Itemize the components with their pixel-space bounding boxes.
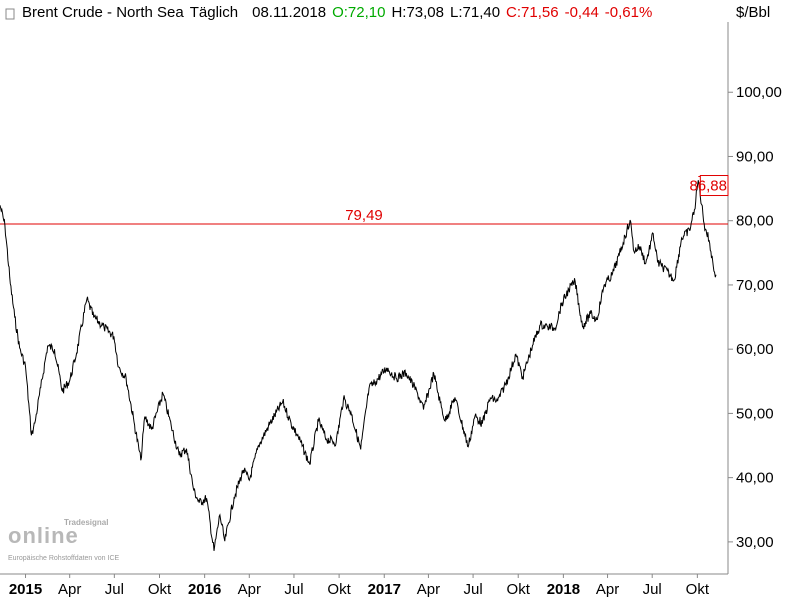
header-date: 08.11.2018 [252, 4, 327, 21]
data-source-note: Europäische Rohstoffdaten von ICE [8, 555, 120, 562]
reference-line-label: 79,49 [345, 207, 383, 224]
x-tick-label: Apr [417, 581, 440, 598]
high-annotation-box [699, 175, 729, 197]
x-tick-label: Apr [238, 581, 261, 598]
unit-label: $/Bbl [736, 4, 771, 21]
x-tick-label: Okt [148, 581, 172, 598]
change-value: -0,44 [564, 4, 599, 21]
close-value: C:71,56 [506, 4, 559, 21]
x-tick-label: Jul [463, 581, 482, 598]
price-series-line [0, 180, 717, 551]
logo-brand-main: online [8, 523, 79, 548]
y-tick-label: 100,00 [736, 84, 782, 101]
y-tick-label: 50,00 [736, 405, 774, 422]
y-tick-label: 40,00 [736, 470, 774, 487]
x-tick-label: Apr [58, 581, 81, 598]
y-tick-label: 60,00 [736, 341, 774, 358]
interval-label: Täglich [189, 4, 239, 21]
x-tick-label: Jul [284, 581, 303, 598]
change-percent: -0,61% [604, 4, 653, 21]
x-tick-label: 2015 [9, 581, 42, 598]
x-tick-label: 2018 [547, 581, 580, 598]
chart-settings-icon [5, 8, 15, 20]
chart-header: Brent Crude - North Sea Täglich 08.11.2018… [22, 4, 658, 21]
open-value: O:72,10 [332, 4, 386, 21]
x-tick-label: 2016 [188, 581, 221, 598]
instrument-name: Brent Crude - North Sea [22, 4, 184, 21]
x-tick-label: Okt [327, 581, 351, 598]
high-value: H:73,08 [391, 4, 444, 21]
x-tick-label: Okt [507, 581, 531, 598]
low-value: L:71,40 [450, 4, 501, 21]
y-tick-label: 80,00 [736, 213, 774, 230]
x-tick-label: 2017 [368, 581, 401, 598]
x-tick-label: Jul [105, 581, 124, 598]
x-tick-label: Okt [686, 581, 710, 598]
logo-brand-top: Tradesignal [64, 518, 109, 527]
x-tick-label: Jul [643, 581, 662, 598]
y-tick-label: 30,00 [736, 534, 774, 551]
y-tick-label: 70,00 [736, 277, 774, 294]
x-tick-label: Apr [596, 581, 619, 598]
y-tick-label: 90,00 [736, 148, 774, 165]
tradesignal-logo: Tradesignal online Europäische Rohstoffd… [8, 518, 119, 562]
high-annotation-label: 86,88 [689, 178, 727, 195]
